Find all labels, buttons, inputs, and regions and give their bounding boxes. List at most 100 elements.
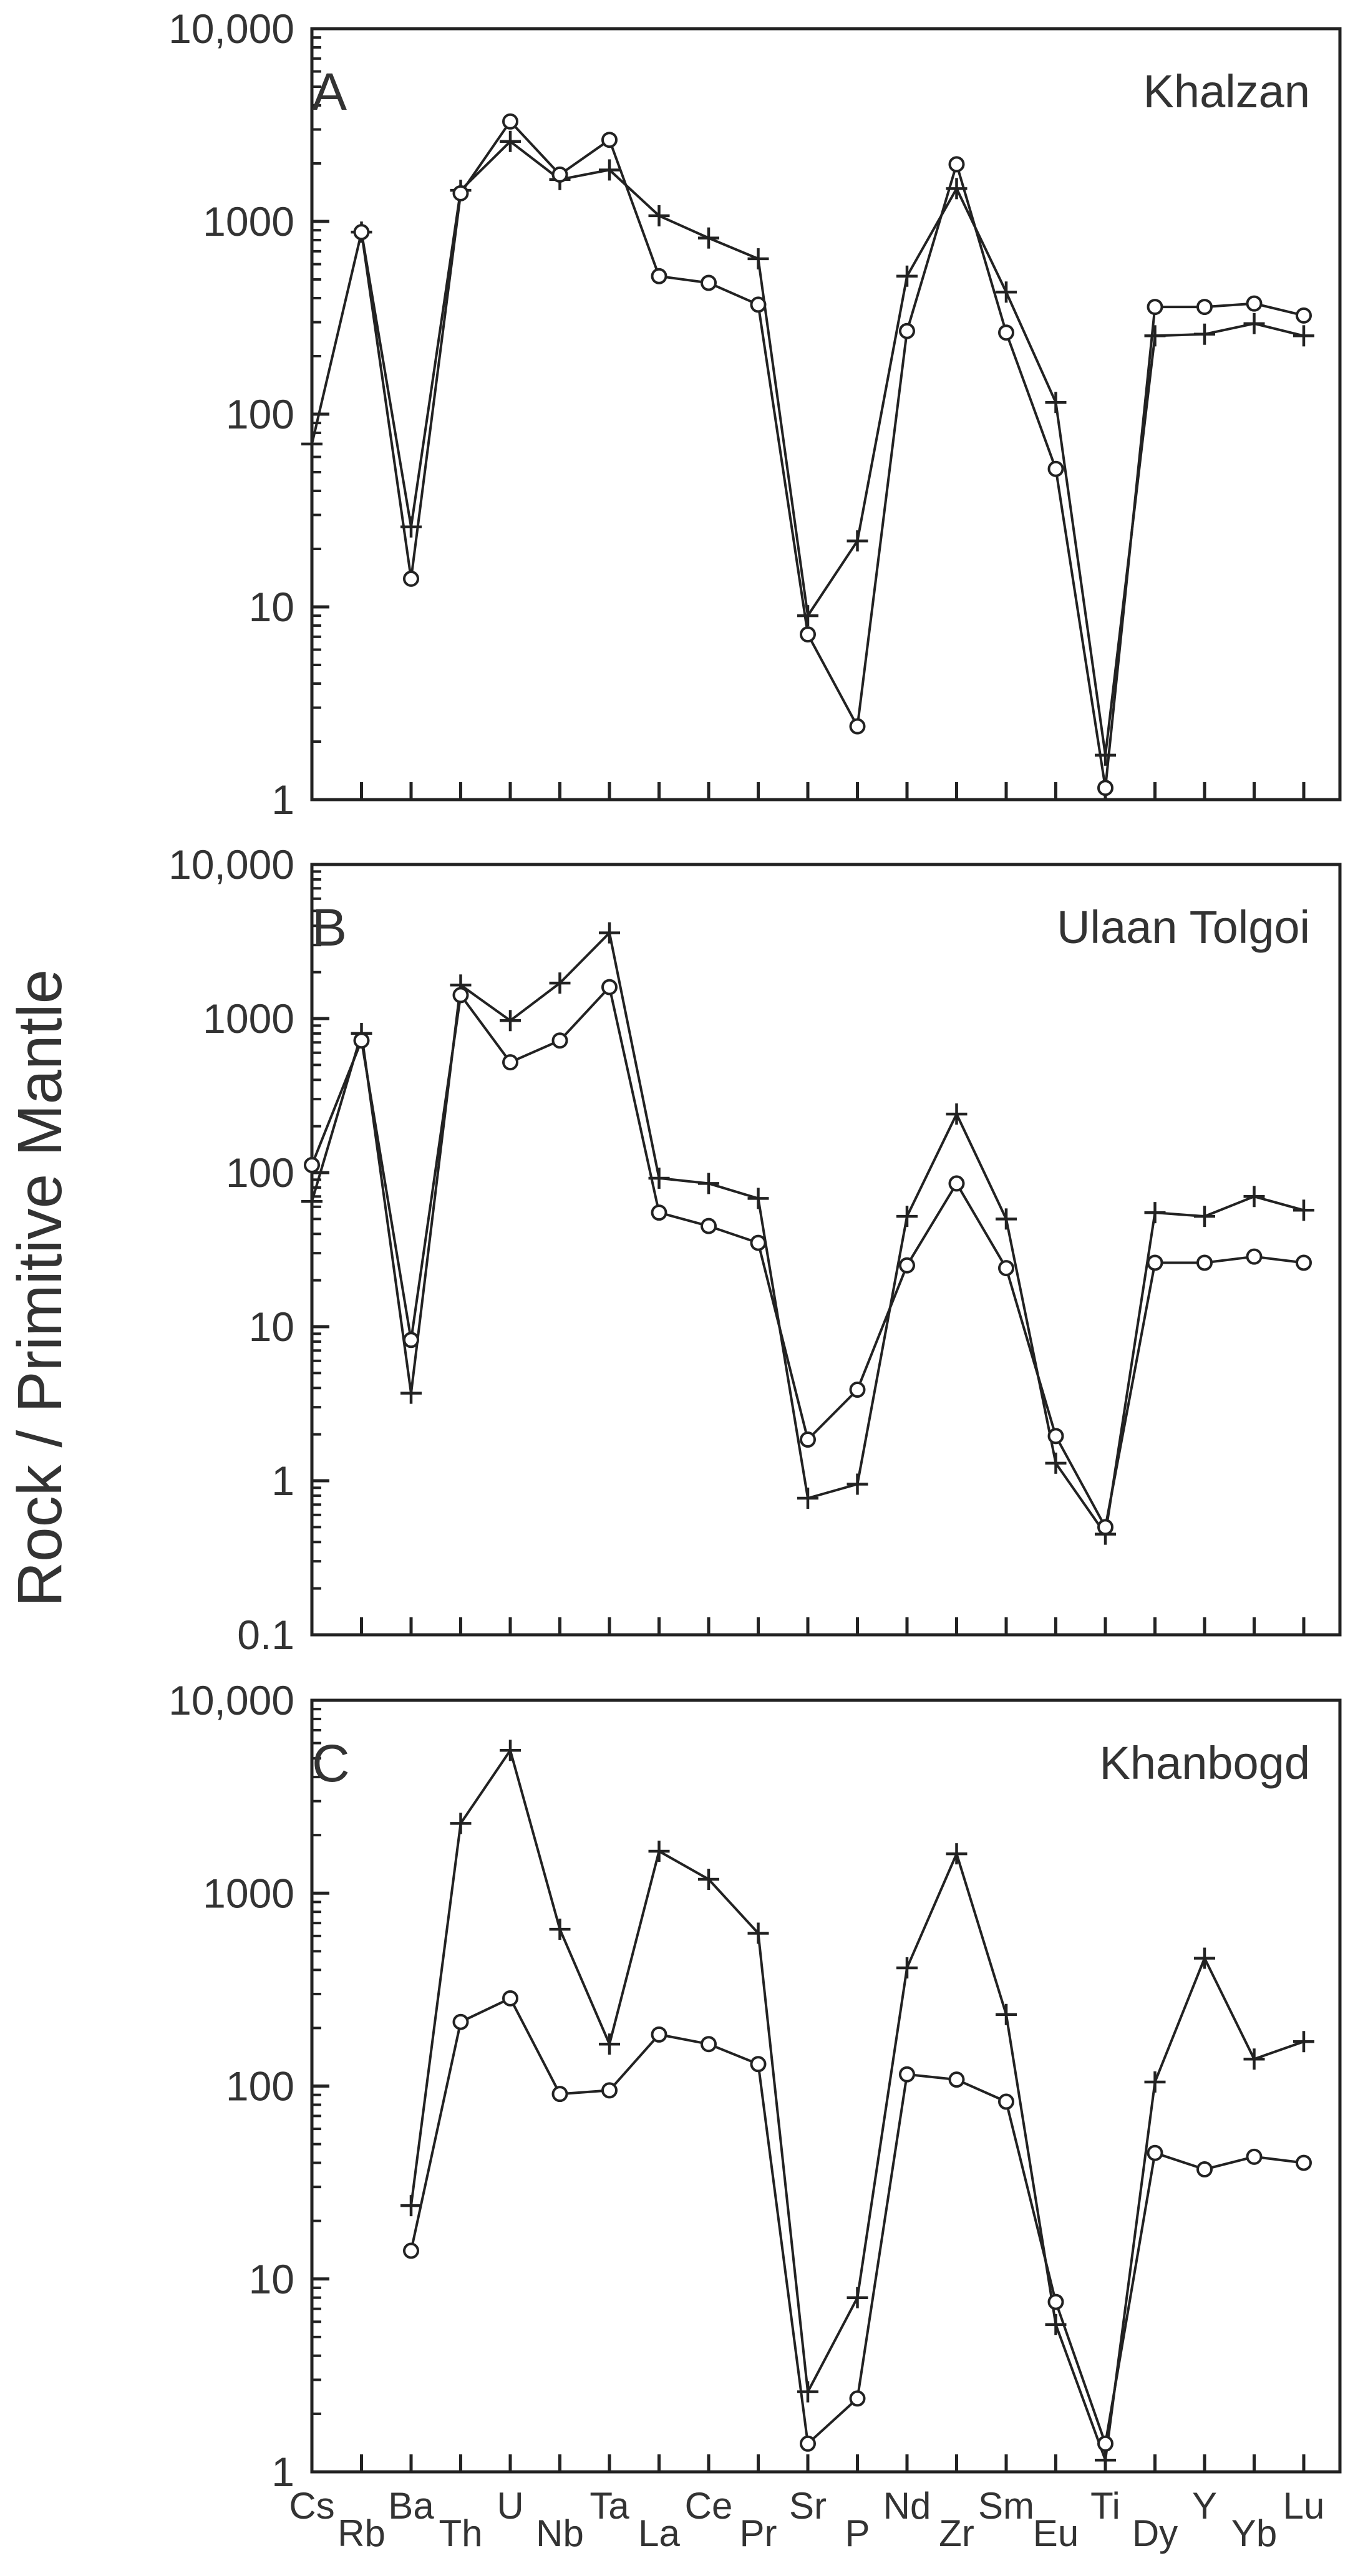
data-point-circle: [1296, 307, 1312, 324]
data-point-circle: [601, 979, 618, 995]
series-plus: [301, 130, 1314, 766]
data-point-circle: [800, 1431, 816, 1448]
series-circle: [403, 1990, 1312, 2452]
data-point-plus: [1095, 2449, 1116, 2471]
data-point-circle: [651, 1204, 667, 1221]
data-point-circle: [998, 1260, 1014, 1277]
data-point-plus: [1144, 1202, 1166, 1224]
data-point-circle: [452, 987, 469, 1004]
data-point-plus: [797, 1488, 818, 1509]
data-point-circle: [899, 2066, 915, 2083]
data-point-plus: [996, 2003, 1017, 2025]
y-tick-label: 100: [226, 2063, 294, 2109]
x-tick-label: Cs: [289, 2485, 334, 2527]
data-point-plus: [1293, 2031, 1314, 2053]
x-tick-label: Ce: [685, 2485, 733, 2527]
panel-a: 1 10 100 1000 10,000 A Khalzan: [168, 6, 1342, 823]
data-point-plus: [847, 1473, 868, 1495]
data-point-circle: [899, 1257, 915, 1274]
data-point-circle: [551, 2086, 568, 2103]
data-point-plus: [500, 1010, 521, 1032]
data-point-plus: [301, 433, 323, 455]
y-tick-label: 10,000: [168, 1677, 294, 1723]
panel-letter: A: [312, 62, 347, 121]
x-tick-label: Yb: [1231, 2512, 1277, 2554]
x-tick-label: Nd: [883, 2485, 931, 2527]
data-point-circle: [948, 2071, 965, 2088]
data-point-circle: [601, 132, 618, 148]
x-tick-label: Rb: [337, 2512, 386, 2554]
data-point-plus: [747, 1922, 769, 1944]
series-circle: [353, 113, 1312, 797]
data-point-circle: [502, 1054, 518, 1071]
x-tick-label: Y: [1192, 2485, 1217, 2527]
data-point-circle: [899, 322, 915, 339]
data-point-plus: [450, 1813, 472, 1834]
data-point-plus: [698, 1869, 719, 1891]
data-point-plus: [1243, 2048, 1265, 2070]
data-point-circle: [551, 1032, 568, 1049]
y-tick-label: 1: [271, 1458, 294, 1504]
data-point-plus: [648, 1840, 670, 1862]
data-point-circle: [1246, 295, 1263, 312]
data-point-plus: [549, 972, 571, 994]
data-point-plus: [946, 1103, 968, 1125]
data-point-plus: [847, 2287, 868, 2308]
data-point-plus: [1144, 2071, 1166, 2093]
data-point-circle: [1196, 299, 1213, 316]
series-plus: [301, 922, 1314, 1545]
panels: 1 10 100 1000 10,000 A Khalzan 0.1 1 10 100 1000 10,…: [168, 6, 1342, 2554]
plot-frame: [310, 863, 1342, 1637]
data-point-circle: [1097, 1519, 1113, 1536]
data-point-circle: [651, 2026, 667, 2043]
data-point-circle: [1097, 780, 1113, 797]
data-point-plus: [698, 1173, 719, 1194]
data-point-plus: [500, 130, 521, 152]
data-point-plus: [1243, 1186, 1265, 1208]
data-point-plus: [747, 248, 769, 269]
data-point-plus: [1293, 1199, 1314, 1221]
data-point-circle: [1047, 460, 1064, 477]
y-tick-label: 10,000: [168, 6, 294, 52]
x-tick-label: La: [638, 2512, 680, 2554]
data-point-plus: [301, 1191, 323, 1213]
data-point-circle: [452, 185, 469, 201]
series-line: [311, 140, 1304, 757]
x-tick-label: P: [845, 2512, 870, 2554]
panel-title: Khanbogd: [1100, 1737, 1310, 1789]
data-point-circle: [1147, 2144, 1163, 2161]
data-point-plus: [1144, 325, 1166, 347]
y-tick-label: 10: [249, 584, 294, 630]
data-point-circle: [701, 274, 717, 291]
panel-c: 1 10 100 1000 10,000 C Khanbogd: [168, 1677, 1342, 2495]
x-tick-label: Eu: [1033, 2512, 1079, 2554]
y-tick-label: 1000: [203, 198, 294, 245]
y-tick-label: 0.1: [237, 1612, 294, 1658]
x-tick-label: Lu: [1283, 2485, 1325, 2527]
series-line: [360, 120, 1304, 790]
data-point-plus: [1045, 392, 1067, 414]
data-point-circle: [1097, 2435, 1113, 2452]
data-point-circle: [948, 1175, 965, 1192]
panel-letter: C: [312, 1734, 350, 1793]
data-point-circle: [353, 1032, 370, 1049]
x-tick-label: Sr: [789, 2485, 827, 2527]
data-point-circle: [1296, 2154, 1312, 2171]
x-tick-label: Zr: [939, 2512, 974, 2554]
data-point-plus: [1194, 1206, 1215, 1227]
x-tick-label: U: [497, 2485, 523, 2527]
series-line: [410, 1749, 1304, 2462]
data-point-circle: [502, 113, 518, 130]
x-tick-label: Nb: [536, 2512, 584, 2554]
data-point-circle: [1246, 2148, 1263, 2165]
data-point-circle: [1196, 2161, 1213, 2178]
data-point-plus: [648, 205, 670, 226]
data-point-circle: [948, 156, 965, 173]
data-point-circle: [1047, 2293, 1064, 2310]
data-point-circle: [403, 570, 419, 587]
y-tick-label: 1: [271, 2449, 294, 2495]
data-point-circle: [601, 2082, 618, 2099]
data-point-plus: [1243, 312, 1265, 334]
data-point-circle: [1147, 299, 1163, 316]
